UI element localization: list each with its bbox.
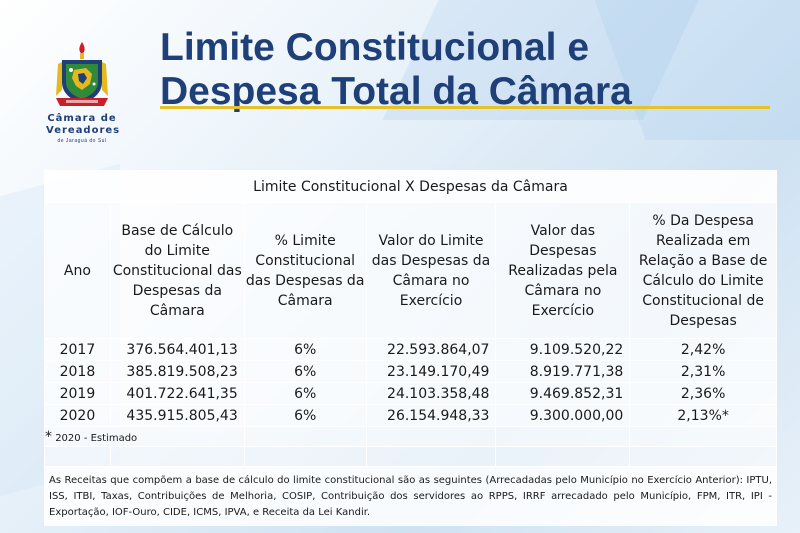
column-header-percent-despesa: % Da Despesa Realizada em Relação a Base…: [629, 202, 777, 339]
cell-percent-despesa: 2,13%*: [629, 404, 777, 427]
table-row: 2020 435.915.805,43 6% 26.154.948,33 9.3…: [44, 404, 777, 427]
column-header-percent-limite: % Limite Constitucional das Despesas da …: [243, 202, 367, 339]
column-header-valor-limite: Valor do Limite das Despesas da Câmara n…: [365, 202, 497, 339]
cell-base: 401.722.641,35: [109, 382, 245, 405]
cell-valor-despesas: 8.919.771,38: [495, 360, 631, 383]
title-line-2: Despesa Total da Câmara: [160, 70, 632, 113]
camara-logo: Câmara de Vereadores de Jaraguá do Sul: [46, 40, 121, 155]
table-footnote-row: As Receitas que compõem a base de cálcul…: [44, 466, 777, 526]
cell-base: 376.564.401,13: [109, 338, 245, 361]
coat-of-arms-icon: [56, 42, 108, 106]
logo-text: Vereadores: [46, 125, 121, 136]
column-header-ano: Ano: [44, 202, 111, 339]
cell-ano: 2020: [44, 404, 111, 427]
note-text: 2020 - Estimado: [55, 432, 138, 444]
cell-base: 385.819.508,23: [109, 360, 245, 383]
column-header-valor-despesas: Valor das Despesas Realizadas pela Câmar…: [495, 202, 631, 339]
column-header-base-calculo: Base de Cálculo do Limite Constitucional…: [109, 202, 245, 339]
note-asterisk: *: [45, 428, 52, 445]
cell-valor-limite: 22.593.864,07: [365, 338, 497, 361]
cell-percent-despesa: 2,31%: [629, 360, 777, 383]
cell-percent-despesa: 2,36%: [629, 382, 777, 405]
cell-valor-despesas: 9.109.520,22: [495, 338, 631, 361]
cell-percent: 6%: [243, 360, 367, 383]
cell-valor-despesas: 9.300.000,00: [495, 404, 631, 427]
estimate-note: * 2020 - Estimado: [44, 426, 245, 447]
cell-base: 435.915.805,43: [109, 404, 245, 427]
cell-percent: 6%: [243, 338, 367, 361]
cell-valor-limite: 24.103.358,48: [365, 382, 497, 405]
table-note-row: * 2020 - Estimado: [44, 426, 777, 447]
title-underline: [160, 106, 770, 109]
table-blank-row: [44, 446, 777, 467]
limits-table: Limite Constitucional X Despesas da Câma…: [44, 170, 777, 526]
logo-subtext: de Jaraguá do Sul: [57, 138, 107, 144]
limits-table-container: Limite Constitucional X Despesas da Câma…: [44, 170, 777, 526]
cell-valor-limite: 26.154.948,33: [365, 404, 497, 427]
table-row: 2017 376.564.401,13 6% 22.593.864,07 9.1…: [44, 338, 777, 361]
cell-ano: 2017: [44, 338, 111, 361]
title-line-1: Limite Constitucional e: [160, 26, 590, 69]
page-title: Limite Constitucional e Despesa Total da…: [160, 26, 632, 114]
table-row: 2018 385.819.508,23 6% 23.149.170,49 8.9…: [44, 360, 777, 383]
cell-percent: 6%: [243, 404, 367, 427]
logo-text: Câmara de: [47, 113, 117, 124]
footnote-text: As Receitas que compõem a base de cálcul…: [44, 466, 777, 526]
table-row: 2019 401.722.641,35 6% 24.103.358,48 9.4…: [44, 382, 777, 405]
cell-percent-despesa: 2,42%: [629, 338, 777, 361]
cell-valor-despesas: 9.469.852,31: [495, 382, 631, 405]
cell-valor-limite: 23.149.170,49: [365, 360, 497, 383]
table-caption: Limite Constitucional X Despesas da Câma…: [44, 170, 777, 203]
cell-ano: 2018: [44, 360, 111, 383]
table-header-row: Ano Base de Cálculo do Limite Constituci…: [44, 202, 777, 339]
cell-ano: 2019: [44, 382, 111, 405]
cell-percent: 6%: [243, 382, 367, 405]
